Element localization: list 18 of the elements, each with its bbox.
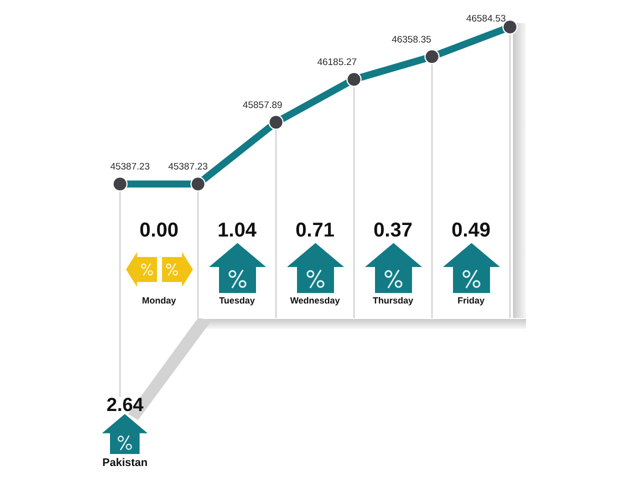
text: 1.04 xyxy=(218,220,258,242)
data-label: 45387.23 xyxy=(168,162,208,173)
text: Tuesday xyxy=(219,295,255,306)
data-label: 46584.53 xyxy=(466,14,506,25)
text: 0.37 xyxy=(374,220,412,242)
text: 0.71 xyxy=(296,220,334,242)
data-label: 46358.35 xyxy=(392,34,432,46)
data-label: 45857.89 xyxy=(242,100,282,111)
text: Wednesday xyxy=(290,295,340,306)
text: 2.64 xyxy=(106,395,144,416)
text: Friday xyxy=(457,295,485,306)
text: Pakistan xyxy=(102,457,148,470)
text: 0.49 xyxy=(452,220,490,242)
data-label: 45387.23 xyxy=(110,162,150,173)
text: Thursday xyxy=(372,295,414,306)
data-label: 46185.27 xyxy=(317,56,357,68)
text: 0.00 xyxy=(140,220,178,242)
text: Monday xyxy=(142,295,176,306)
